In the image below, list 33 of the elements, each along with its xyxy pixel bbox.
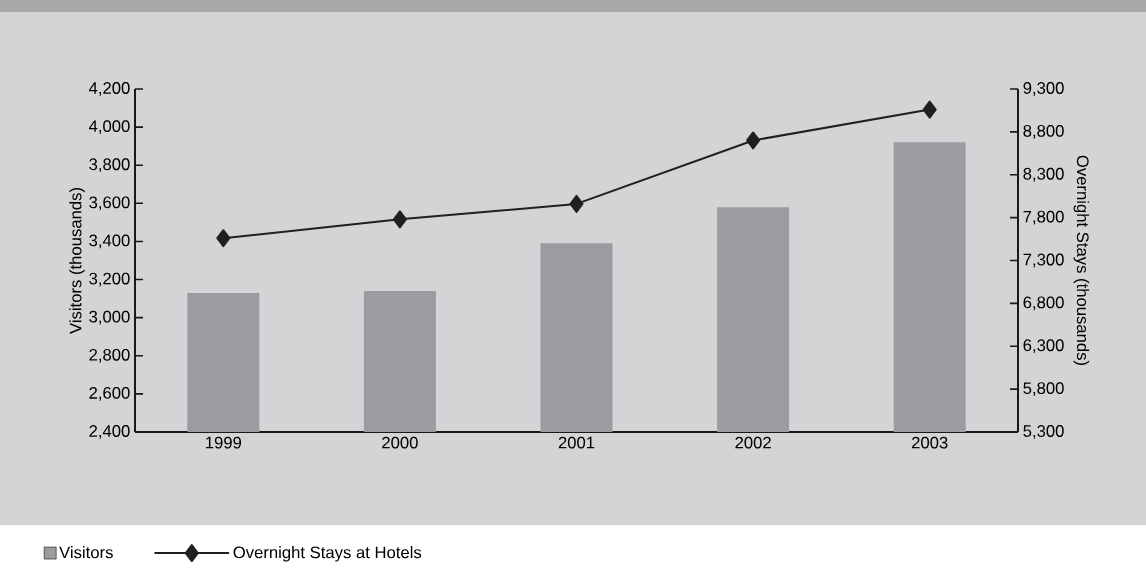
point — [922, 100, 937, 119]
x-tick-label: 1999 — [206, 436, 242, 449]
y-tick-label: 3,800 — [89, 158, 130, 173]
point — [746, 131, 761, 150]
y-tick-label: 3,600 — [89, 196, 130, 211]
point — [392, 210, 407, 229]
y2-tick-label: 8,300 — [1023, 167, 1064, 182]
y-tick-label: 4,000 — [88, 120, 130, 134]
y-tick-label: 3,200 — [89, 272, 130, 287]
y2-tick-label: 6,300 — [1023, 339, 1064, 354]
y2-tick-label: 5,300 — [1023, 425, 1064, 439]
y2-tick-label: 9,300 — [1023, 82, 1064, 96]
y2-tick-label: 5,800 — [1023, 382, 1064, 396]
y-tick-label: 2,800 — [89, 348, 130, 363]
y-tick-label: 2,600 — [89, 387, 130, 401]
y2-tick-label: 7,300 — [1023, 253, 1064, 268]
y-tick-label: 3,400 — [89, 234, 130, 249]
point — [569, 194, 584, 213]
y2-tick-label: 8,800 — [1023, 125, 1064, 139]
x-tick-label: 2003 — [912, 436, 948, 449]
point — [216, 229, 231, 248]
y-tick-label: 2,400 — [89, 425, 130, 439]
x-tick-label: 2002 — [735, 436, 771, 449]
legend-label: Overnight Stays at Hotels — [233, 546, 422, 562]
y-tick-label: 4,200 — [88, 82, 130, 96]
y2-tick-label: 6,800 — [1023, 296, 1064, 311]
y2-axis-title: Overnight Stays (thousands) — [1073, 155, 1090, 366]
legend-label: Visitors — [59, 546, 113, 559]
x-tick-label: 2000 — [382, 436, 418, 449]
y-axis-title: Visitors (thousands) — [69, 188, 85, 334]
y-tick-label: 3,000 — [89, 310, 130, 325]
y2-tick-label: 7,800 — [1023, 210, 1064, 225]
x-tick-label: 2001 — [558, 436, 595, 449]
